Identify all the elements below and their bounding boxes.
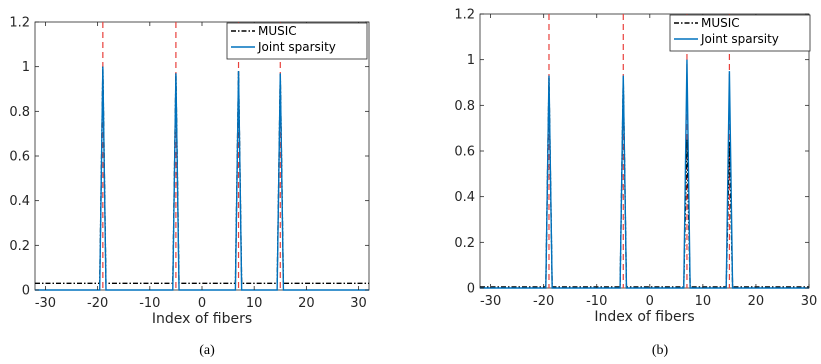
- y-tick-label: 0: [467, 282, 475, 297]
- y-tick-label: 0.2: [9, 239, 30, 254]
- y-tick-label: 1.2: [9, 16, 30, 31]
- panel-caption: (a): [199, 343, 215, 358]
- y-tick-label: 1: [467, 53, 475, 68]
- legend-entry-music: MUSIC: [258, 24, 297, 38]
- x-tick-label: -10: [586, 294, 607, 309]
- x-tick-label: -30: [480, 294, 501, 309]
- legend: MUSIC Joint sparsity: [226, 22, 368, 60]
- x-tick-label: -30: [35, 296, 56, 311]
- series-line-music: [480, 77, 809, 288]
- y-tick-label: 0.4: [454, 190, 475, 205]
- x-tick-label: -20: [87, 296, 108, 311]
- x-tick-label: 10: [246, 296, 263, 311]
- x-tick-label: 20: [748, 294, 765, 309]
- legend-entry-joint-sparsity: Joint sparsity: [257, 40, 336, 54]
- x-axis-label: Index of fibers: [152, 311, 252, 327]
- series-line-joint-sparsity: [480, 59, 809, 289]
- legend-box: [669, 14, 811, 52]
- panel-b: 0 0.2 0.4 0.6 0.8 1 1.2 -30 -20 -10 0 10 20 30 Index o…: [454, 8, 817, 359]
- y-tick-label: 0.6: [9, 150, 30, 165]
- x-axis-label: Index of fibers: [594, 309, 694, 325]
- panel-a: 0 0.2 0.4 0.6 0.8 1 1.2 -30 -20 -10 0 10 20 30 Index o…: [9, 16, 370, 358]
- y-tick-label: 0.8: [9, 105, 30, 120]
- y-tick-label: 0.6: [454, 145, 475, 160]
- x-tick-label: -10: [139, 296, 160, 311]
- x-tick-label: 0: [198, 296, 206, 311]
- y-tick-label: 1.2: [454, 8, 475, 23]
- y-tick-label: 0: [22, 284, 30, 299]
- x-tick-label: 20: [298, 296, 315, 311]
- plot-area: [34, 21, 370, 291]
- plot-area: [479, 13, 810, 289]
- legend: MUSIC Joint sparsity: [669, 14, 811, 52]
- x-tick-label: 0: [646, 294, 654, 309]
- legend-entry-joint-sparsity: Joint sparsity: [700, 32, 779, 46]
- x-tick-label: 30: [350, 296, 367, 311]
- legend-entry-music: MUSIC: [701, 16, 740, 30]
- panel-caption: (b): [652, 343, 669, 358]
- y-tick-label: 1: [22, 60, 30, 75]
- legend-box: [226, 22, 368, 60]
- x-tick-label: 30: [801, 294, 818, 309]
- y-tick-label: 0.4: [9, 194, 30, 209]
- x-tick-label: 10: [695, 294, 712, 309]
- y-tick-label: 0.2: [454, 236, 475, 251]
- y-tick-label: 0.8: [454, 99, 475, 114]
- x-tick-label: -20: [533, 294, 554, 309]
- series-line-music: [35, 66, 369, 284]
